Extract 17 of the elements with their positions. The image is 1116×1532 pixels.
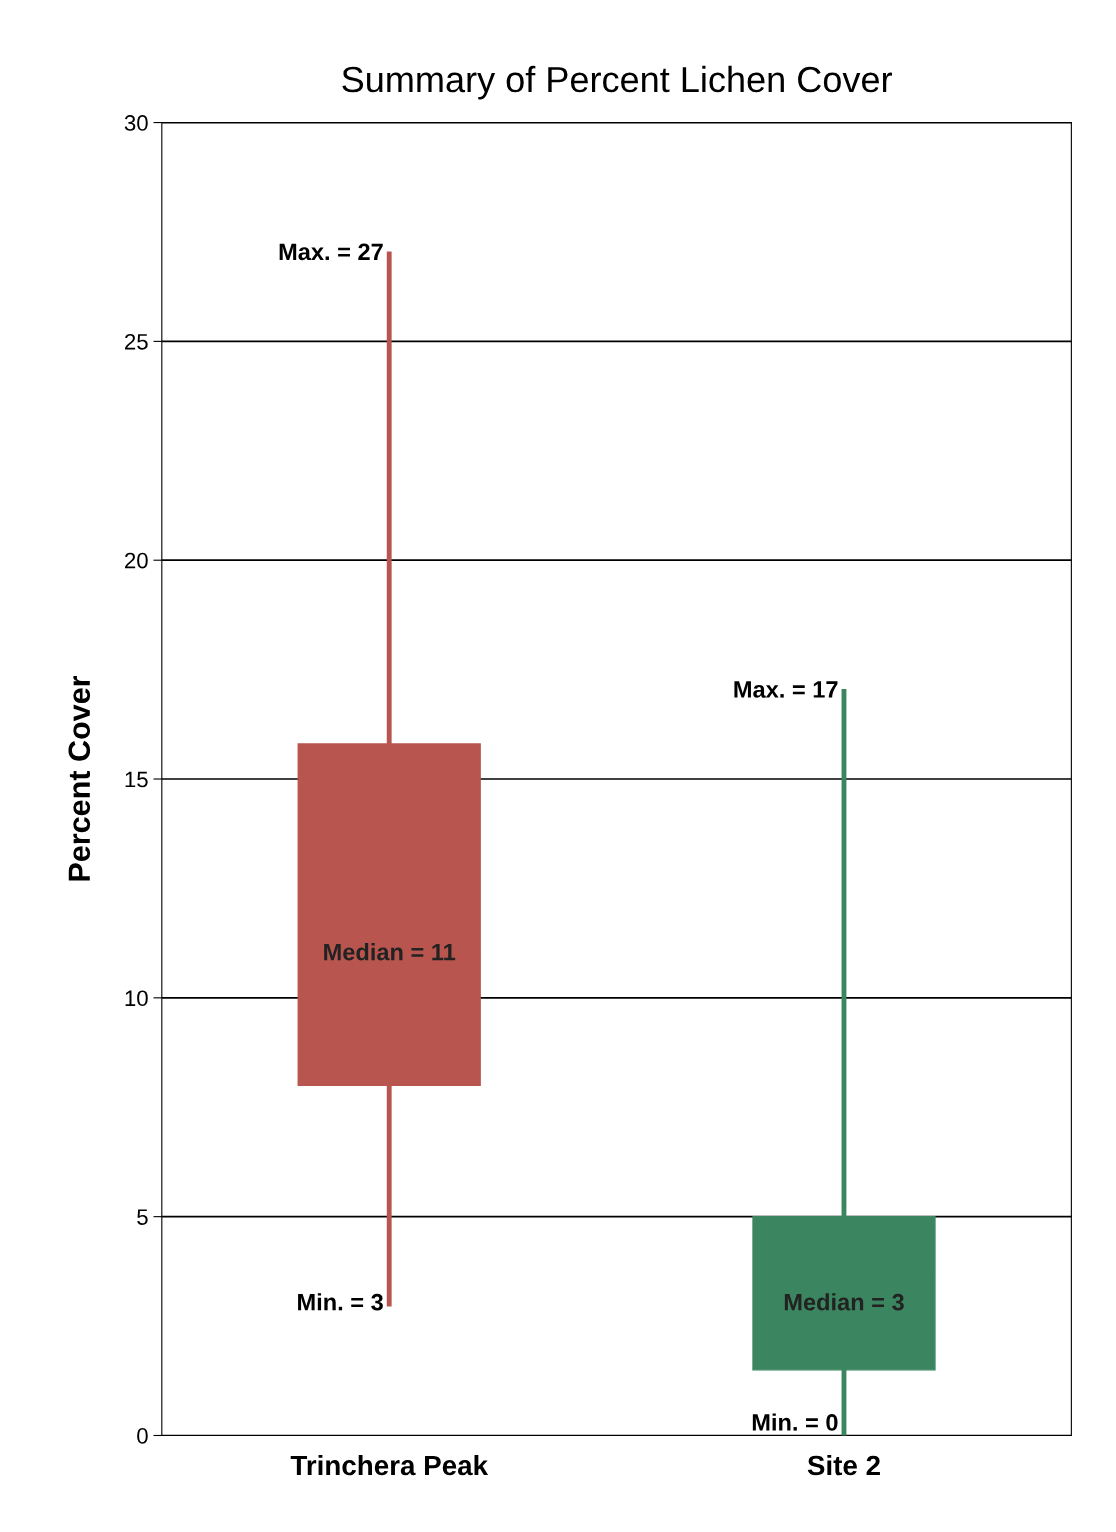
y-tick-label: 25 — [125, 333, 148, 350]
x-tick-label: Trinchera Peak — [290, 1454, 489, 1476]
annotation: Max. = 17 — [734, 681, 838, 698]
y-tick-label: 20 — [125, 552, 148, 569]
y-tick-label: 30 — [124, 115, 148, 131]
y-tick-label: 10 — [125, 990, 148, 1007]
annotation: Min. = 0 — [752, 1413, 838, 1431]
y-axis-title: Percent Cover — [68, 675, 91, 881]
annotation: Median = 11 — [324, 943, 456, 961]
annotation: Median = 3 — [784, 1293, 904, 1311]
y-tick-label: 0 — [137, 1428, 148, 1444]
y-tick-label: 15 — [125, 771, 148, 788]
annotation: Min. = 3 — [298, 1293, 383, 1311]
chart-title: Summary of Percent Lichen Cover — [342, 65, 892, 100]
x-tick-label: Site 2 — [807, 1454, 880, 1476]
annotation: Max. = 27 — [279, 243, 383, 261]
y-tick-label: 5 — [137, 1209, 148, 1225]
